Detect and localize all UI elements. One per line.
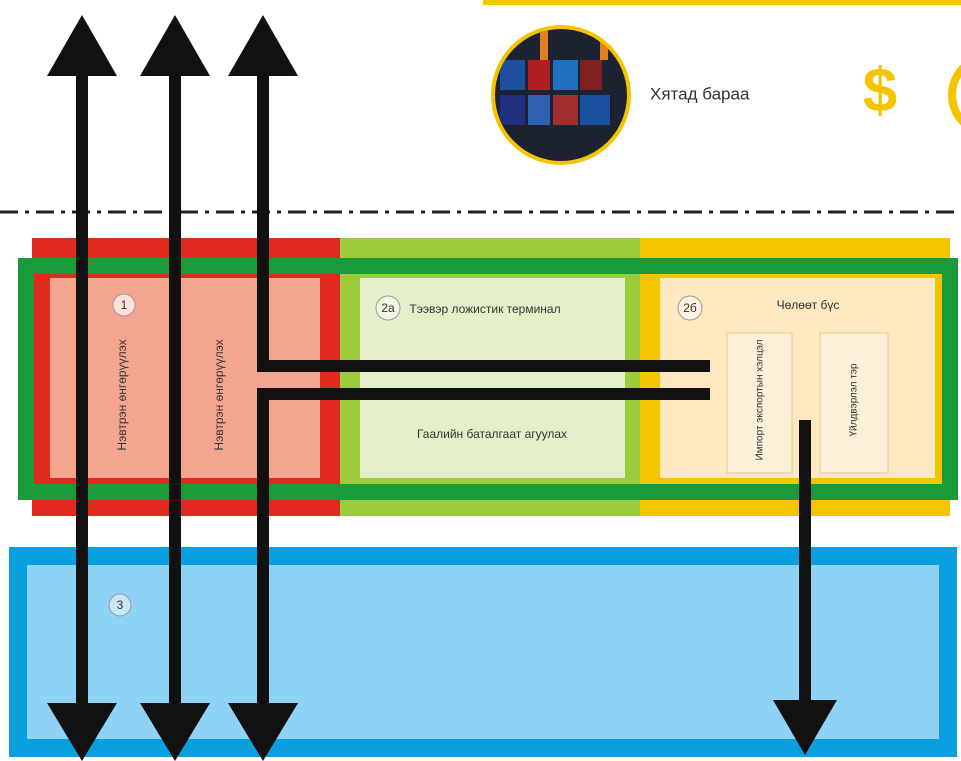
- zone-number: 1: [121, 298, 128, 312]
- zone-number: 2б: [683, 301, 697, 315]
- zone-label: Үйлдвэрлэл тэр: [849, 363, 860, 436]
- zone-label: Гаалийн баталгаат агуулах: [417, 427, 567, 441]
- zone-number: 2а: [381, 301, 395, 315]
- zone-number: 3: [117, 598, 124, 612]
- goods-label: Хятад бараа: [650, 84, 750, 103]
- zone-1-inner: [50, 278, 320, 478]
- zone-label: Тээвэр ложистик терминал: [409, 302, 560, 316]
- coin: [952, 57, 961, 133]
- diagram: Хятад бараа $ 1 Нэвтрэн өнгөрүүлэх Нэвтр…: [0, 0, 961, 761]
- zone-label: Импорт экспортын хэлцэл: [755, 339, 766, 460]
- top-bar: [483, 0, 961, 5]
- zone-label: Нэвтрэн өнгөрүүлэх: [115, 339, 129, 450]
- zone-label: Чөлөөт бүс: [777, 298, 840, 312]
- dollar-symbol: $: [863, 56, 897, 125]
- zone-label: Нэвтрэн өнгөрүүлэх: [212, 339, 226, 450]
- goods-image: [490, 25, 632, 165]
